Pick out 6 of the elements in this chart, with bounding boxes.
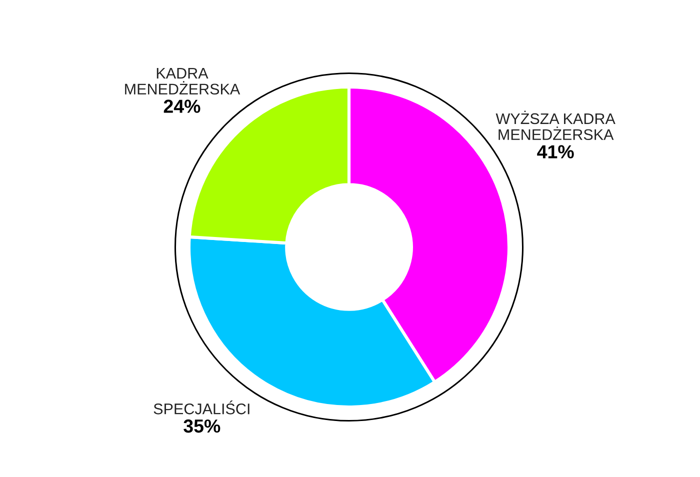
slice-label: SPECJALIŚCI: [154, 400, 250, 414]
slice-label: WYŻSZA KADRA MENEDŻERSKA: [496, 110, 616, 140]
data-label: 35%: [184, 419, 220, 433]
slice-label: KADRA MENEDŻERSKA: [125, 68, 240, 95]
data-label: 41%: [537, 145, 574, 158]
data-label: 24%: [164, 100, 200, 113]
